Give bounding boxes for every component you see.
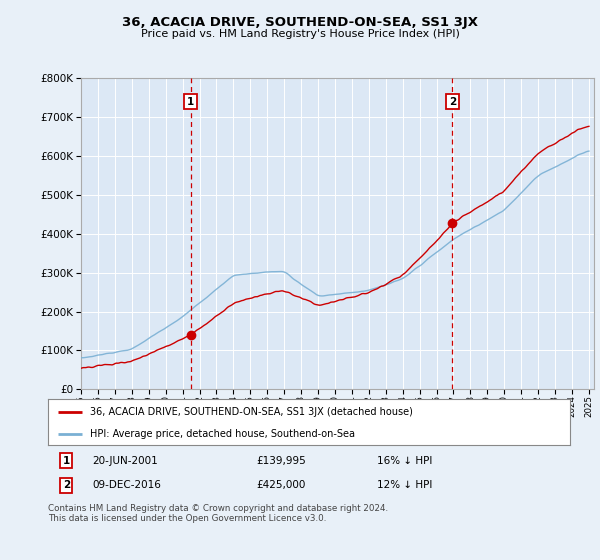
Text: HPI: Average price, detached house, Southend-on-Sea: HPI: Average price, detached house, Sout… bbox=[90, 429, 355, 438]
Text: 2: 2 bbox=[449, 97, 456, 107]
Text: Price paid vs. HM Land Registry's House Price Index (HPI): Price paid vs. HM Land Registry's House … bbox=[140, 29, 460, 39]
Text: 1: 1 bbox=[187, 97, 194, 107]
Text: Contains HM Land Registry data © Crown copyright and database right 2024.
This d: Contains HM Land Registry data © Crown c… bbox=[48, 504, 388, 524]
Text: 36, ACACIA DRIVE, SOUTHEND-ON-SEA, SS1 3JX: 36, ACACIA DRIVE, SOUTHEND-ON-SEA, SS1 3… bbox=[122, 16, 478, 29]
Text: 2: 2 bbox=[62, 480, 70, 490]
Text: 09-DEC-2016: 09-DEC-2016 bbox=[92, 480, 161, 490]
Text: 12% ↓ HPI: 12% ↓ HPI bbox=[377, 480, 432, 490]
Text: 20-JUN-2001: 20-JUN-2001 bbox=[92, 456, 158, 466]
Text: 1: 1 bbox=[62, 456, 70, 466]
Text: £139,995: £139,995 bbox=[257, 456, 307, 466]
Text: 16% ↓ HPI: 16% ↓ HPI bbox=[377, 456, 432, 466]
Text: £425,000: £425,000 bbox=[257, 480, 306, 490]
Text: 36, ACACIA DRIVE, SOUTHEND-ON-SEA, SS1 3JX (detached house): 36, ACACIA DRIVE, SOUTHEND-ON-SEA, SS1 3… bbox=[90, 407, 413, 417]
